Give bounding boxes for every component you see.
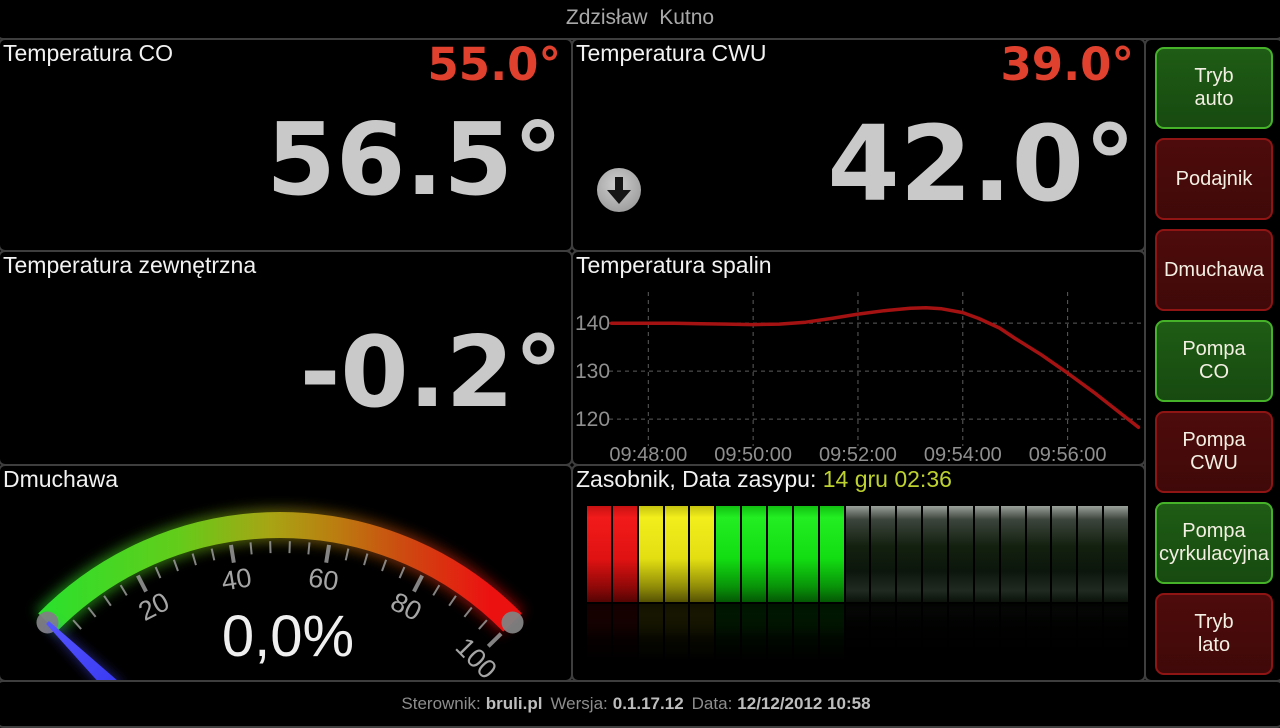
version-value: 0.1.17.12: [613, 694, 684, 714]
fuel-segment-green: [768, 506, 792, 602]
cwu-value: 42.0°: [827, 112, 1136, 216]
zasobnik-label: Zasobnik, Data zasypu:: [576, 466, 823, 492]
svg-text:20: 20: [134, 586, 174, 626]
svg-text:130: 130: [575, 360, 610, 383]
fuel-segment-green: [820, 506, 844, 602]
fuel-bar-reflection: [587, 604, 1128, 664]
controller-label: Sterownik:: [401, 694, 480, 714]
fuel-segment-off: [1104, 506, 1128, 602]
date-value: 12/12/2012 10:58: [737, 694, 870, 714]
tile-temperatura-co[interactable]: Temperatura CO 55.0° 56.5°: [0, 38, 573, 252]
trend-down-icon: [597, 168, 641, 212]
fuel-segment-green: [794, 506, 818, 602]
fuel-segment-off: [1052, 506, 1076, 602]
co-value: 56.5°: [266, 110, 563, 210]
cwu-setpoint: 39.0°: [1000, 42, 1134, 87]
tile-title: Zasobnik, Data zasypu: 14 gru 02:36: [576, 466, 952, 493]
zasobnik-date: 14 gru 02:36: [823, 466, 952, 492]
fuel-segment-red: [587, 506, 611, 602]
tile-title: Temperatura CO: [3, 40, 173, 67]
sidebar-button-tryb-auto[interactable]: Tryb auto: [1155, 47, 1273, 129]
fuel-segment-off: [923, 506, 947, 602]
svg-text:60: 60: [306, 562, 340, 596]
fuel-segment-off: [871, 506, 895, 602]
fuel-segment-off: [975, 506, 999, 602]
tile-title: Temperatura CWU: [576, 40, 766, 67]
fuel-segment-off: [949, 506, 973, 602]
svg-text:09:50:00: 09:50:00: [714, 444, 792, 464]
fuel-segment-off: [1078, 506, 1102, 602]
fuel-segment-yellow: [665, 506, 689, 602]
fuel-segment-green: [742, 506, 766, 602]
svg-text:09:52:00: 09:52:00: [819, 444, 897, 464]
tile-title: Dmuchawa: [3, 466, 118, 493]
fuel-segment-red: [613, 506, 637, 602]
fuel-segment-off: [846, 506, 870, 602]
page-title: Zdzisław Kutno: [566, 6, 714, 38]
fuel-segment-off: [897, 506, 921, 602]
date-label: Data:: [692, 694, 733, 714]
tile-temperatura-cwu[interactable]: Temperatura CWU 39.0° 42.0°: [571, 38, 1146, 252]
tile-temperatura-spalin[interactable]: Temperatura spalin 140 130 120 09:48:00 09:5…: [571, 250, 1146, 466]
svg-text:09:54:00: 09:54:00: [924, 444, 1002, 464]
fuel-segment-yellow: [690, 506, 714, 602]
flue-gas-line-chart: 140 130 120 09:48:00 09:50:00 09:52:00 09:54:0…: [573, 252, 1144, 464]
version-label: Wersja:: [550, 694, 607, 714]
svg-text:80: 80: [386, 586, 426, 626]
title-bar: Zdzisław Kutno: [0, 0, 1280, 40]
svg-text:120: 120: [575, 408, 610, 431]
svg-text:09:48:00: 09:48:00: [609, 444, 687, 464]
svg-text:140: 140: [575, 312, 610, 335]
tile-title: Temperatura zewnętrzna: [3, 252, 256, 279]
fuel-segment-yellow: [639, 506, 663, 602]
svg-text:09:56:00: 09:56:00: [1029, 444, 1107, 464]
sidebar-button-podajnik[interactable]: Podajnik: [1155, 138, 1273, 220]
tile-title: Temperatura spalin: [576, 252, 772, 279]
sidebar-button-tryb-lato[interactable]: Tryb lato: [1155, 593, 1273, 675]
fuel-level-bar: [587, 506, 1128, 666]
sidebar-button-pompa-co[interactable]: Pompa CO: [1155, 320, 1273, 402]
svg-text:40: 40: [219, 562, 253, 596]
tile-temperatura-zewnetrzna[interactable]: Temperatura zewnętrzna -0.2°: [0, 250, 573, 466]
fuel-segment-green: [716, 506, 740, 602]
sidebar: Tryb auto Podajnik Dmuchawa Pompa CO Pompa C…: [1144, 38, 1280, 682]
controller-value: bruli.pl: [486, 694, 543, 714]
fuel-segment-off: [1001, 506, 1025, 602]
co-setpoint: 55.0°: [427, 42, 561, 87]
status-bar: Sterownik: bruli.pl Wersja: 0.1.17.12 Da…: [0, 680, 1280, 728]
tile-zasobnik[interactable]: Zasobnik, Data zasypu: 14 gru 02:36: [571, 464, 1146, 682]
fuel-segment-off: [1027, 506, 1051, 602]
sidebar-button-dmuchawa[interactable]: Dmuchawa: [1155, 229, 1273, 311]
sidebar-button-pompa-cyrkulacyjna[interactable]: Pompa cyrkulacyjna: [1155, 502, 1273, 584]
blower-value: 0,0%: [222, 604, 354, 669]
outdoor-value: -0.2°: [300, 324, 563, 422]
sidebar-button-pompa-cwu[interactable]: Pompa CWU: [1155, 411, 1273, 493]
